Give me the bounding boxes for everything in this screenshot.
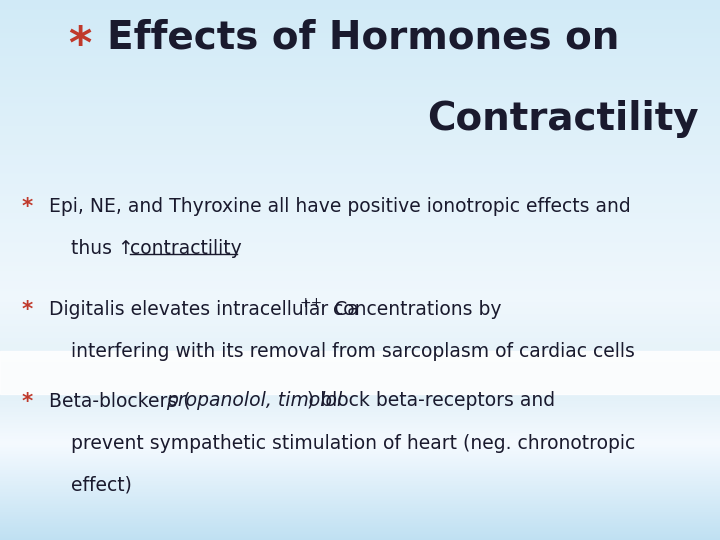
Text: propanolol, timolol: propanolol, timolol (166, 392, 343, 410)
Text: Epi, NE, and Thyroxine all have positive ionotropic effects and: Epi, NE, and Thyroxine all have positive… (49, 197, 631, 216)
Bar (0, 351, 720, 394)
Text: concentrations by: concentrations by (327, 300, 501, 319)
Text: prevent sympathetic stimulation of heart (neg. chronotropic: prevent sympathetic stimulation of heart… (71, 434, 635, 453)
Text: ) block beta-receptors and: ) block beta-receptors and (307, 392, 556, 410)
Text: contractility: contractility (130, 239, 242, 258)
Text: effect): effect) (71, 476, 132, 495)
Text: Digitalis elevates intracellular Ca: Digitalis elevates intracellular Ca (49, 300, 359, 319)
Text: Contractility: Contractility (427, 100, 698, 138)
Text: *: * (68, 24, 91, 68)
Text: interfering with its removal from sarcoplasm of cardiac cells: interfering with its removal from sarcop… (71, 342, 634, 361)
Text: Beta-blockers (: Beta-blockers ( (49, 392, 191, 410)
Text: thus ↑: thus ↑ (71, 239, 133, 258)
Text: ++: ++ (300, 296, 323, 310)
Text: *: * (22, 197, 33, 217)
Text: Effects of Hormones on: Effects of Hormones on (107, 19, 619, 57)
Text: *: * (22, 392, 33, 411)
Text: *: * (22, 300, 33, 320)
